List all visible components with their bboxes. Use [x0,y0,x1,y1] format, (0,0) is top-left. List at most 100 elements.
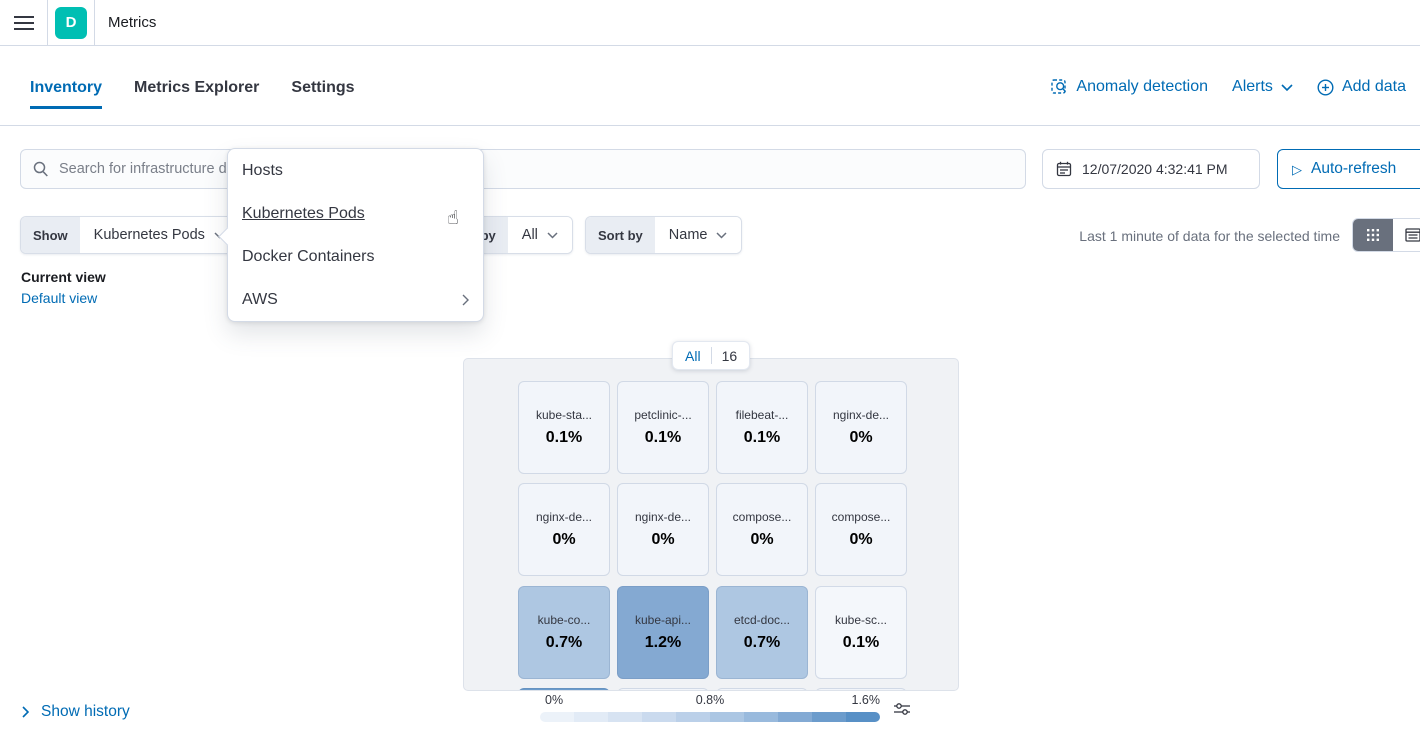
alerts-menu-button[interactable]: Alerts [1232,78,1293,96]
table-icon [1405,228,1420,242]
search-icon [33,161,49,177]
play-icon: ▷ [1292,161,1302,177]
data-window-note: Last 1 minute of data for the selected t… [1079,228,1340,244]
legend-step [540,712,574,722]
map-view-button[interactable] [1353,219,1393,251]
default-view-link[interactable]: Default view [21,290,98,306]
group-by-dropdown-value: All [521,227,538,243]
node-name: nginx-de... [535,510,593,524]
node-name: kube-co... [537,613,591,627]
space-avatar[interactable]: D [55,6,87,39]
show-history-toggle[interactable]: Show history [22,703,130,721]
sort-by-control: Sort by Name [585,216,743,254]
node-value: 0% [750,531,774,548]
calendar-icon [1056,161,1072,177]
legend-step [846,712,880,722]
node-name: nginx-de... [832,408,890,422]
sort-by-dropdown-value: Name [668,227,708,243]
group-by-dropdown[interactable]: All [507,217,572,253]
node-value: 0.1% [545,429,583,446]
legend: 0% 0.8% 1.6% [540,693,880,722]
date-picker-value: 12/07/2020 4:32:41 PM [1082,161,1228,177]
show-history-label: Show history [41,703,130,720]
badge-divider [710,347,712,364]
legend-step [642,712,676,722]
view-mode-toggle [1352,218,1420,252]
waffle-node[interactable]: kube-api... 1.2% [617,586,709,679]
waffle-node[interactable]: filebeat-... 0.1% [716,381,808,474]
chevron-right-icon [22,706,29,718]
node-value: 0% [651,531,675,548]
legend-step [812,712,846,722]
search-input[interactable] [59,161,1013,177]
tab-settings[interactable]: Settings [291,79,355,96]
chevron-down-icon [1281,83,1293,91]
menu-item-aws[interactable]: AWS [228,278,483,321]
menu-item-hosts[interactable]: Hosts [228,149,483,192]
legend-step [676,712,710,722]
table-view-button[interactable] [1393,219,1420,251]
node-name: etcd-doc... [733,613,791,627]
sort-by-label: Sort by [586,217,655,253]
node-name: petclinic-... [634,408,692,422]
show-dropdown-value: Kubernetes Pods [93,227,205,243]
legend-gradient-bar [540,712,880,722]
legend-step [608,712,642,722]
add-data-button[interactable]: Add data [1317,78,1406,96]
tab-metrics-explorer[interactable]: Metrics Explorer [134,79,260,96]
menu-item-docker-containers[interactable]: Docker Containers [228,235,483,278]
node-value: 0.7% [545,634,583,651]
legend-step [778,712,812,722]
node-name: compose... [831,510,891,524]
waffle-node[interactable]: compose... 0% [815,483,907,576]
legend-controls-icon[interactable] [893,701,911,717]
waffle-node[interactable]: etcd-doc... 0.7% [716,586,808,679]
menu-item-label: Hosts [242,161,283,179]
badge-group-name[interactable]: All [685,347,701,364]
tab-inventory[interactable]: Inventory [30,79,103,109]
space-logo-wrap: D [48,0,95,45]
chevron-right-icon [462,294,469,306]
node-value: 0.1% [842,634,880,651]
waffle-node[interactable]: kube-co... 0.7% [518,586,610,679]
page-title: Metrics [108,14,157,31]
menu-button[interactable] [0,0,48,45]
menu-item-kubernetes-pods[interactable]: Kubernetes Pods [228,192,483,235]
grid-dots-icon [1366,228,1380,242]
node-name: kube-api... [634,613,692,627]
waffle-node[interactable]: nginx-de... 0% [518,483,610,576]
node-value: 0.7% [743,634,781,651]
hamburger-icon [13,15,34,31]
node-value: 0% [552,531,576,548]
show-dropdown[interactable]: Kubernetes Pods [79,217,239,253]
anomaly-detection-icon [1051,78,1068,96]
group-count-badge: All 16 [672,341,751,370]
anomaly-detection-label: Anomaly detection [1076,78,1209,95]
node-name: kube-sta... [535,408,593,422]
anomaly-detection-button[interactable]: Anomaly detection [1051,78,1208,96]
auto-refresh-button[interactable]: ▷ Auto-refresh [1277,149,1420,189]
date-picker[interactable]: 12/07/2020 4:32:41 PM [1042,149,1260,189]
search-bar [20,149,1026,189]
legend-step [710,712,744,722]
waffle-node[interactable]: nginx-de... 0% [617,483,709,576]
tabs: Inventory Metrics Explorer Settings [30,79,355,109]
top-bar: D Metrics [0,0,1420,46]
tabs-row: Inventory Metrics Explorer Settings Anom… [0,46,1420,126]
legend-tick-mid: 0.8% [695,693,725,707]
legend-tick-min: 0% [545,693,564,707]
add-data-label: Add data [1341,78,1406,95]
cursor-pointer-icon: ☝ [447,208,459,229]
node-value: 0.1% [743,429,781,446]
sort-by-dropdown[interactable]: Name [654,217,742,253]
waffle-node[interactable]: compose... 0% [716,483,808,576]
node-name: filebeat-... [735,408,789,422]
waffle-node[interactable]: kube-sta... 0.1% [518,381,610,474]
waffle-node[interactable]: nginx-de... 0% [815,381,907,474]
waffle-node[interactable]: kube-sc... 0.1% [815,586,907,679]
waffle-node[interactable]: petclinic-... 0.1% [617,381,709,474]
menu-item-label: Kubernetes Pods [242,204,365,222]
legend-tick-max: 1.6% [851,693,881,707]
chevron-down-icon [547,231,558,239]
